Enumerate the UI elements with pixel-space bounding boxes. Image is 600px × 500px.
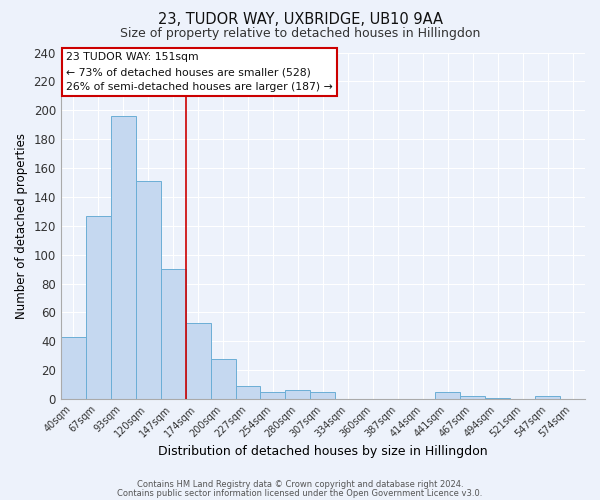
Bar: [485, 398, 510, 399]
Bar: [260, 392, 286, 399]
Bar: [211, 358, 236, 399]
Bar: [286, 390, 310, 399]
Bar: [310, 392, 335, 399]
Text: 23, TUDOR WAY, UXBRIDGE, UB10 9AA: 23, TUDOR WAY, UXBRIDGE, UB10 9AA: [157, 12, 443, 28]
Bar: [111, 116, 136, 399]
Bar: [236, 386, 260, 399]
Bar: [535, 396, 560, 399]
X-axis label: Distribution of detached houses by size in Hillingdon: Distribution of detached houses by size …: [158, 444, 488, 458]
Bar: [460, 396, 485, 399]
Text: 23 TUDOR WAY: 151sqm
← 73% of detached houses are smaller (528)
26% of semi-deta: 23 TUDOR WAY: 151sqm ← 73% of detached h…: [66, 52, 333, 92]
Text: Size of property relative to detached houses in Hillingdon: Size of property relative to detached ho…: [120, 28, 480, 40]
Bar: [185, 322, 211, 399]
Y-axis label: Number of detached properties: Number of detached properties: [15, 133, 28, 319]
Bar: [61, 337, 86, 399]
Bar: [86, 216, 111, 399]
Text: Contains HM Land Registry data © Crown copyright and database right 2024.: Contains HM Land Registry data © Crown c…: [137, 480, 463, 489]
Bar: [136, 181, 161, 399]
Bar: [435, 392, 460, 399]
Text: Contains public sector information licensed under the Open Government Licence v3: Contains public sector information licen…: [118, 488, 482, 498]
Bar: [161, 269, 185, 399]
